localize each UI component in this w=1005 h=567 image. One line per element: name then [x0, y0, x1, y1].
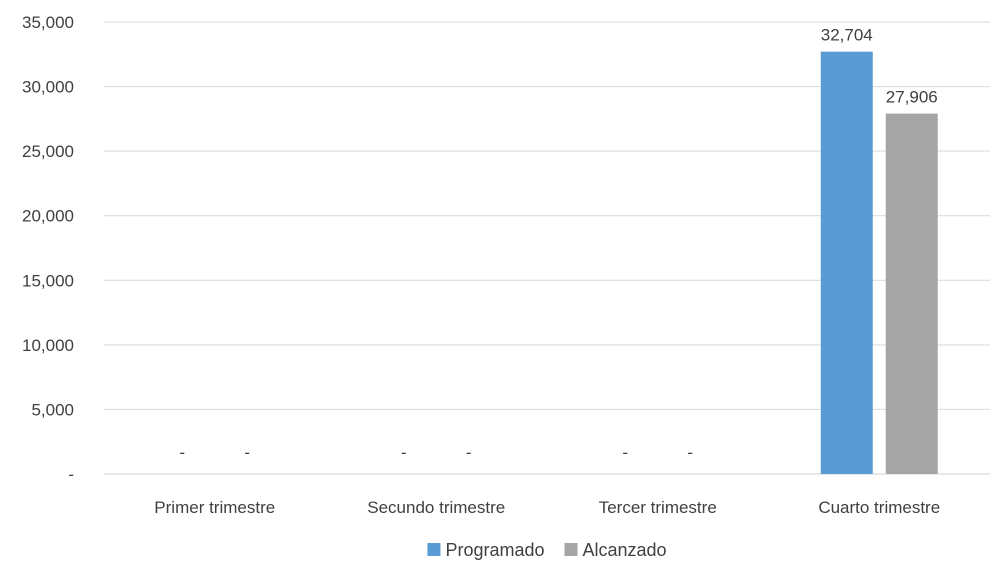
y-tick-label: -: [68, 465, 74, 484]
x-axis-category-labels: Primer trimestre Secundo trimestre Tercer …: [154, 498, 940, 517]
y-tick-label: 20,000: [22, 207, 74, 226]
y-tick-label: 10,000: [22, 336, 74, 355]
legend-label: Programado: [445, 540, 544, 560]
legend-item: Alcanzado: [564, 540, 667, 560]
bars: [820, 51, 938, 475]
legend-swatch: [427, 543, 441, 556]
data-label: -: [622, 443, 628, 462]
data-label: -: [466, 443, 472, 462]
bar-programado: [820, 51, 873, 475]
y-tick-label: 35,000: [22, 13, 74, 32]
y-tick-label: 5,000: [31, 400, 74, 419]
legend: Programado Alcanzado: [427, 540, 667, 560]
legend-label: Alcanzado: [583, 540, 667, 560]
y-axis-tick-labels: - 5,000 10,000 15,000 20,000 25,000 30,000 35,0…: [22, 13, 74, 484]
y-tick-label: 25,000: [22, 142, 74, 161]
category-label: Primer trimestre: [154, 498, 275, 517]
legend-item: Programado: [427, 540, 545, 560]
y-tick-label: 30,000: [22, 78, 74, 97]
data-label: 27,906: [886, 88, 938, 107]
data-label: -: [687, 443, 693, 462]
data-label: -: [244, 443, 250, 462]
bar-alcanzado: [885, 113, 938, 474]
data-label: 32,704: [821, 26, 873, 45]
gridlines: [104, 21, 990, 475]
data-labels: - - - - - - 32,704 27,906: [179, 26, 937, 462]
data-label: -: [401, 443, 407, 462]
category-label: Secundo trimestre: [367, 498, 505, 517]
category-label: Cuarto trimestre: [818, 498, 940, 517]
data-label: -: [179, 443, 185, 462]
y-tick-label: 15,000: [22, 271, 74, 290]
category-label: Tercer trimestre: [599, 498, 717, 517]
legend-swatch: [564, 543, 578, 556]
